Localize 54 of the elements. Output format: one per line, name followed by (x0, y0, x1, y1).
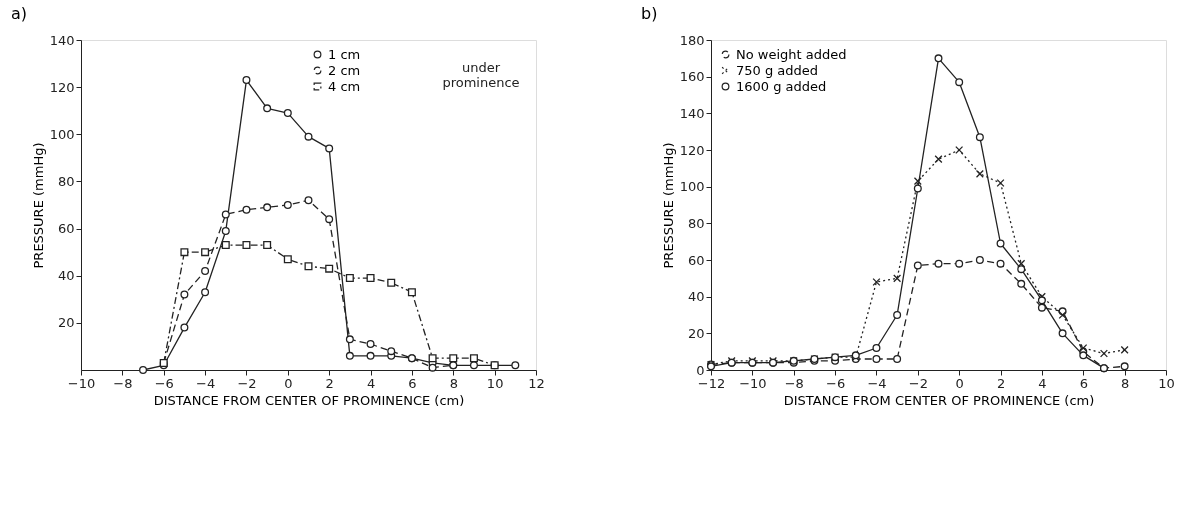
legend-label: 1 cm (328, 46, 361, 62)
y-axis-title: PRESSURE (mmHg) (660, 142, 676, 269)
x-tick-label: −4 (196, 375, 216, 391)
x-tick-label: 10 (1158, 375, 1175, 391)
legend-label: No weight added (736, 46, 847, 62)
y-tick-label: 100 (49, 126, 75, 142)
x-tick-label: −10 (67, 375, 96, 391)
legend-label: 2 cm (328, 62, 361, 78)
y-tick-label: 100 (679, 179, 705, 195)
x-tick-label: −8 (113, 375, 133, 391)
x-tick-label: −12 (697, 375, 726, 391)
y-tick-label: 80 (57, 173, 75, 189)
y-tick-label: 60 (687, 252, 705, 268)
y-tick-label: 80 (687, 215, 705, 231)
x-tick-label: 2 (325, 375, 334, 391)
annotation: under prominence (442, 60, 520, 90)
x-tick-label: 8 (449, 375, 458, 391)
x-tick-label: 2 (996, 375, 1006, 391)
y-tick-label: 180 (679, 32, 705, 48)
chart-title: a) (11, 4, 28, 23)
x-tick-label: 4 (1038, 375, 1047, 391)
x-tick-label: 10 (486, 375, 504, 391)
legend-label: 1600 g added (736, 78, 827, 94)
x-tick-label: −2 (237, 375, 257, 391)
y-tick-label: 60 (57, 221, 75, 237)
y-tick-label: 20 (687, 325, 705, 341)
y-tick-label: 0 (696, 362, 705, 378)
y-tick-label: 160 (679, 69, 705, 85)
y-tick-label: 120 (49, 79, 75, 95)
x-tick-label: −6 (154, 375, 174, 391)
x-tick-label: 4 (366, 375, 376, 391)
x-tick-label: 12 (528, 375, 545, 391)
legend-label: 4 cm (328, 78, 361, 94)
y-tick-label: 120 (679, 142, 705, 158)
x-axis-title: DISTANCE FROM CENTER OF PROMINENCE (cm) (153, 392, 465, 408)
x-tick-label: 8 (1121, 375, 1130, 391)
chart-title: b) (641, 4, 658, 23)
x-tick-label: −8 (784, 375, 804, 391)
x-tick-label: 6 (408, 375, 417, 391)
x-axis-title: DISTANCE FROM CENTER OF PROMINENCE (cm) (783, 392, 1095, 408)
y-tick-label: 140 (49, 32, 75, 48)
y-axis-title: PRESSURE (mmHg) (30, 142, 46, 269)
x-tick-label: 0 (955, 375, 964, 391)
y-tick-label: 40 (687, 289, 705, 305)
x-tick-label: −4 (867, 375, 887, 391)
y-tick-label: 40 (57, 268, 75, 284)
y-tick-label: 20 (57, 315, 75, 331)
x-tick-label: −2 (908, 375, 928, 391)
x-tick-label: 6 (1079, 375, 1088, 391)
x-tick-label: −10 (739, 375, 767, 391)
x-tick-label: 0 (284, 375, 293, 391)
x-tick-label: −6 (826, 375, 846, 391)
y-tick-label: 140 (679, 105, 705, 121)
legend-label: 750 g added (736, 62, 819, 78)
